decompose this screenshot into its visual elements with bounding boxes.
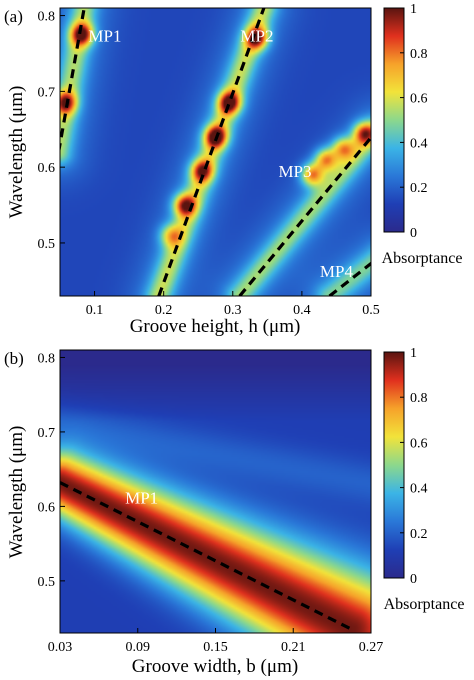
panel-a-ylabel: Wavelength (μm) bbox=[6, 86, 27, 219]
colorbar-tick-label: 0.6 bbox=[410, 92, 428, 107]
panel-a-heatmap-image bbox=[60, 8, 371, 296]
panel-b-heatmap-image bbox=[60, 350, 371, 633]
colorbar-tick-label: 0.6 bbox=[410, 436, 428, 451]
panel-a: (a) 0.1 0.2 0.3 0.4 0.50.50.60.70.8 MP1 MP2MP… bbox=[4, 2, 462, 337]
panel-b-colorbar-scale bbox=[383, 351, 405, 579]
panel-b-ticks: 0.03 0.09 0.15 0.21 0.27 0.5 0.6 0.7 0.8 bbox=[38, 351, 384, 655]
x-tick-label: 0.2 bbox=[155, 303, 173, 318]
colorbar-tick-label: 0 bbox=[410, 226, 417, 241]
panel-b-annotations: MP1 bbox=[125, 488, 158, 507]
x-tick-label: 0.4 bbox=[293, 303, 311, 318]
panel-a-ticks: 0.1 0.2 0.3 0.4 0.5 0.5 0.6 0.7 0.8 bbox=[38, 10, 380, 318]
panel-b: (b) 0.03 0.09 0.15 0.21 0.270.50.60.70.8 MP1… bbox=[4, 346, 464, 677]
colorbar-tick-label: 0 bbox=[410, 572, 417, 587]
y-tick-label: 0.8 bbox=[38, 10, 56, 25]
x-tick-label: 0.1 bbox=[86, 303, 104, 318]
mode-label-mp4: MP4 bbox=[320, 262, 354, 281]
colorbar-tick-label: 0.4 bbox=[410, 136, 428, 151]
panel-a-frame bbox=[59, 7, 372, 297]
panel-a-colorbar-ticks: 0 0.2 0.4 0.6 0.8 1 bbox=[400, 2, 428, 241]
panel-a-xlabel: Groove height, h (μm) bbox=[130, 316, 301, 337]
y-tick-label: 0.7 bbox=[38, 85, 56, 100]
mode-line-mp1 bbox=[60, 8, 86, 153]
x-tick-label: 0.5 bbox=[362, 303, 380, 318]
y-tick-label: 0.5 bbox=[38, 237, 56, 252]
mode-label-mp1: MP1 bbox=[88, 26, 121, 45]
panel-a-colorbar: 0 0.2 0.4 0.6 0.8 1 Absorptance bbox=[382, 2, 463, 267]
x-tick-label: 0.09 bbox=[126, 640, 151, 655]
colorbar-tick-label: 1 bbox=[410, 2, 417, 17]
mode-label-mp3: MP3 bbox=[278, 162, 311, 181]
panel-b-colorbar-label: Absorptance bbox=[384, 596, 465, 613]
x-tick-label: 0.3 bbox=[224, 303, 242, 318]
mode-label-mp2: MP2 bbox=[240, 26, 273, 45]
panel-a-label: (a) bbox=[4, 7, 23, 26]
colorbar-tick-label: 0.8 bbox=[410, 391, 428, 406]
colorbar-tick-label: 0.2 bbox=[410, 181, 428, 196]
mode-line-mp4 bbox=[328, 261, 371, 296]
y-tick-label: 0.7 bbox=[38, 426, 56, 441]
panel-b-mode-lines bbox=[60, 481, 353, 631]
panel-a-colorbar-scale bbox=[383, 7, 405, 233]
colorbar-tick-label: 0.8 bbox=[410, 47, 428, 62]
x-tick-label: 0.15 bbox=[203, 640, 228, 655]
colorbar-tick-label: 0.2 bbox=[410, 527, 428, 542]
panel-a-mode-lines bbox=[60, 8, 371, 296]
y-tick-label: 0.6 bbox=[38, 161, 56, 176]
colorbar-tick-label: 1 bbox=[410, 346, 417, 361]
panel-b-ylabel: Wavelength (μm) bbox=[6, 426, 27, 559]
panel-b-label: (b) bbox=[4, 349, 24, 368]
y-tick-label: 0.8 bbox=[38, 351, 56, 366]
x-tick-label: 0.03 bbox=[48, 640, 73, 655]
x-tick-label: 0.27 bbox=[359, 640, 384, 655]
panel-b-colorbar: 0 0.2 0.4 0.6 0.8 1 Absorptance bbox=[383, 346, 465, 613]
panel-b-colorbar-ticks: 0 0.2 0.4 0.6 0.8 1 bbox=[400, 346, 428, 587]
panel-a-heatmap bbox=[60, 8, 371, 296]
mode-line-mp1 bbox=[60, 481, 353, 631]
mode-line-mp3 bbox=[238, 135, 371, 296]
mode-label-mp1: MP1 bbox=[125, 488, 158, 507]
colorbar-tick-label: 0.4 bbox=[410, 482, 428, 497]
panel-a-colorbar-label: Absorptance bbox=[382, 250, 463, 267]
mode-line-mp2 bbox=[157, 8, 266, 296]
panel-b-xlabel: Groove width, b (μm) bbox=[132, 656, 298, 677]
panel-b-heatmap bbox=[60, 350, 371, 633]
panel-a-annotations: MP1 MP2 MP3 MP4 bbox=[88, 26, 353, 281]
x-tick-label: 0.21 bbox=[281, 640, 306, 655]
y-tick-label: 0.5 bbox=[38, 575, 56, 590]
y-tick-label: 0.6 bbox=[38, 500, 56, 515]
